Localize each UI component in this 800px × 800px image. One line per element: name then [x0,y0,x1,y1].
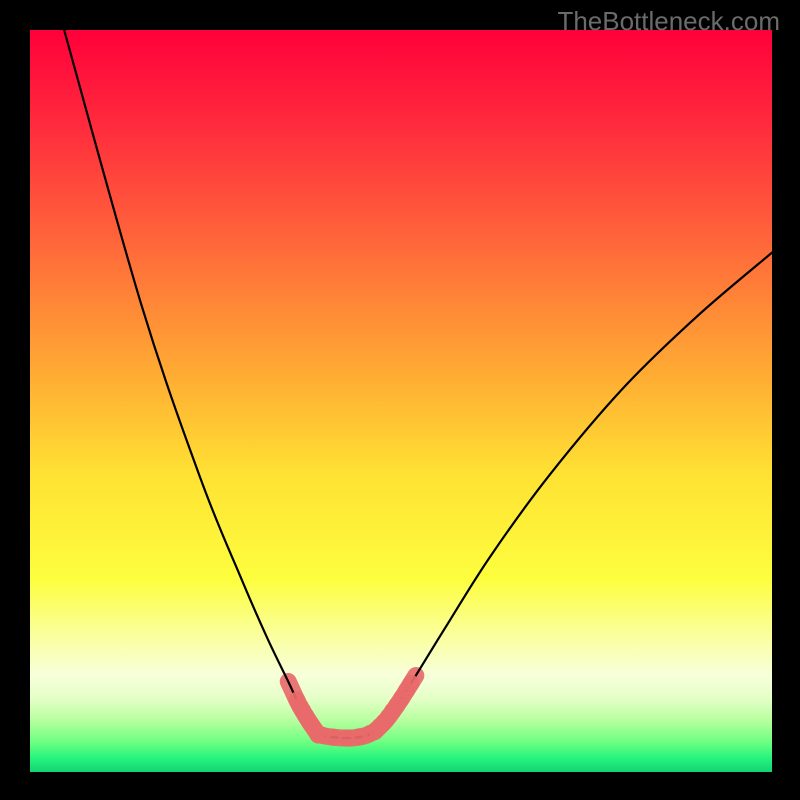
bottleneck-curve [64,30,772,738]
highlight-marker [402,675,419,692]
chart-canvas: TheBottleneck.com [0,0,800,800]
curve-layer [30,30,772,772]
watermark-text: TheBottleneck.com [557,6,780,37]
plot-area [30,30,772,772]
